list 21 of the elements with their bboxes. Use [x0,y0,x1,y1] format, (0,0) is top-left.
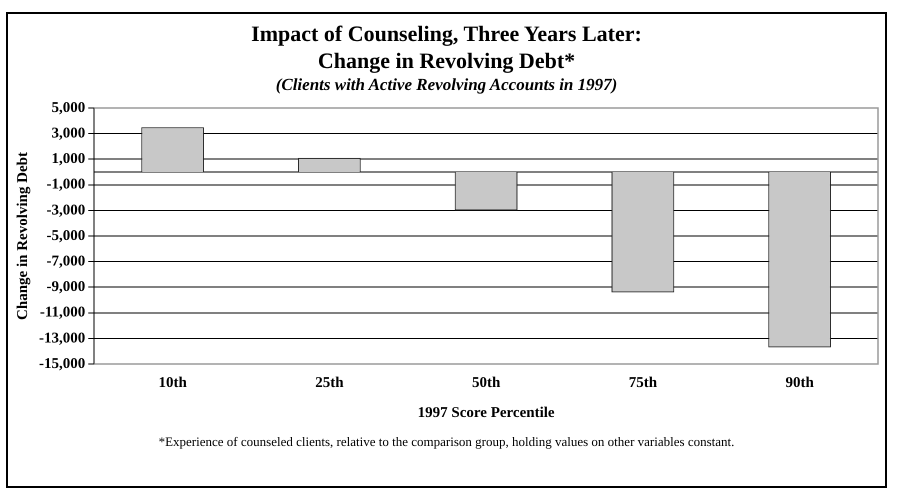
x-tick-label: 10th [158,374,188,391]
y-tick-label: -9,000 [46,279,86,296]
x-tick-label: 90th [785,374,814,391]
y-tick-label: -7,000 [46,253,86,270]
text: *Experience of counseled clients, relative to the comparison group, holding values on other variables constant. [158,434,736,450]
y-tick-label: 5,000 [51,100,86,116]
x-axis-title: 1997 Score Percentile [418,404,555,421]
chart-subtitle: (Clients with Active Revolving Accounts in 1997) [274,74,618,96]
y-tick-label: -11,000 [40,304,86,321]
x-tick-label: 75th [628,374,658,391]
y-axis-title: Change in Revolving Debt [14,152,31,320]
y-tick-label: 1,000 [51,151,86,168]
chart-title: Impact of Counseling, Three Years Later: Change in Revolving Debt* [250,20,643,74]
y-tick-label: -3,000 [46,202,86,218]
y-tick-label: -13,000 [38,330,86,346]
y-tick-label: -15,000 [38,356,86,372]
x-tick-label: 25th [315,374,344,391]
y-tick-label: 3,000 [51,125,86,142]
y-tick-label: -1,000 [46,176,86,193]
y-tick-label: -5,000 [46,228,86,244]
x-tick-label: 50th [472,374,501,391]
